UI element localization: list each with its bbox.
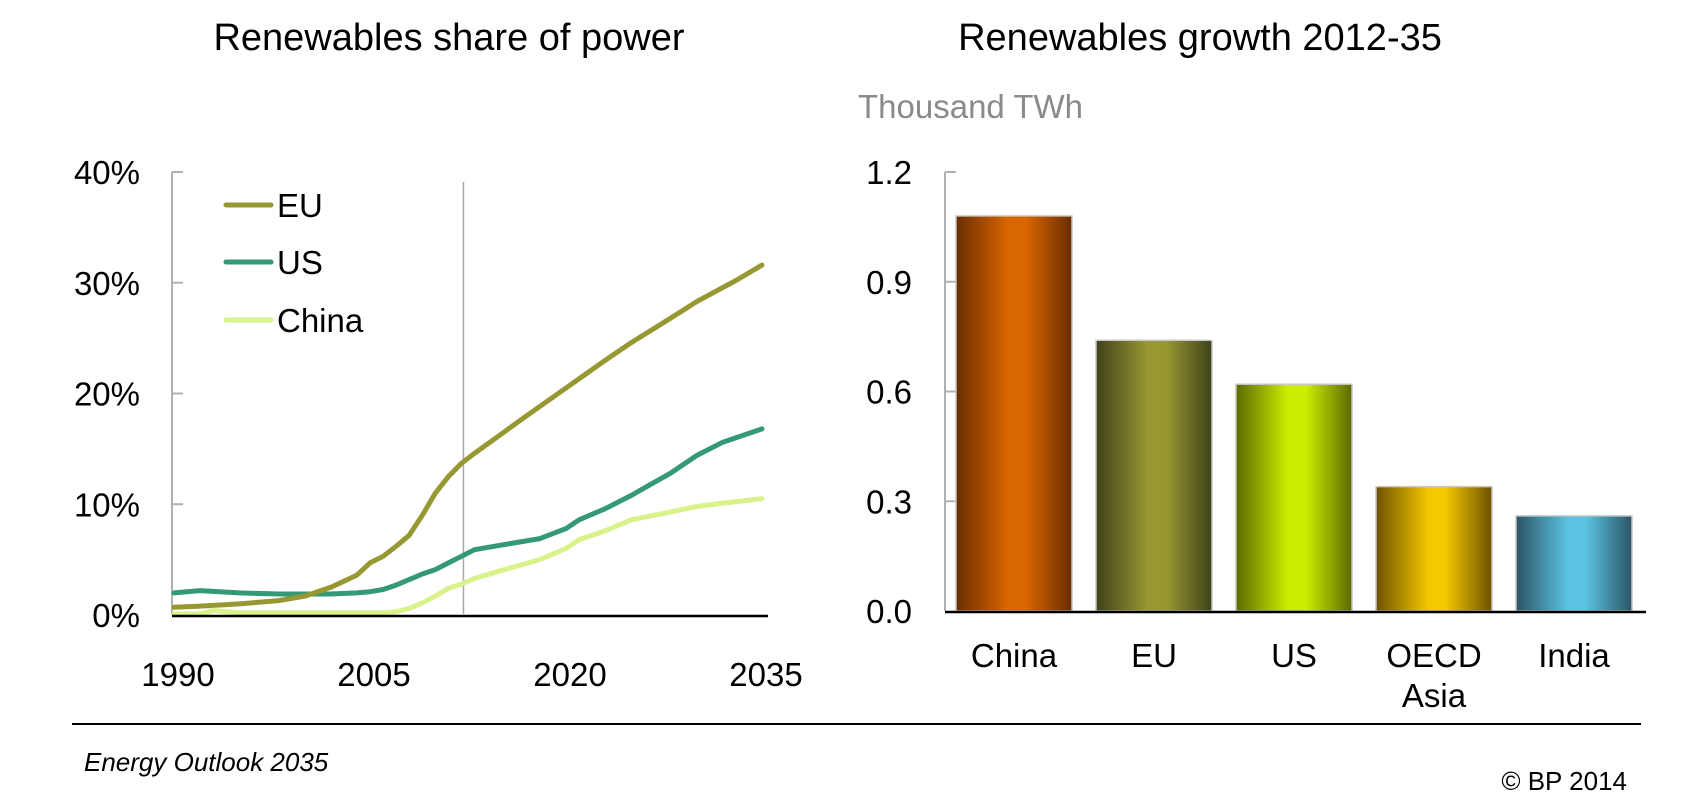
y-tick-label: 20% bbox=[74, 376, 140, 413]
line-series-group bbox=[171, 262, 768, 618]
line-chart-title: Renewables share of power bbox=[213, 17, 684, 59]
x-category-label: OECD bbox=[1386, 637, 1481, 674]
bar-chart: Renewables growth 2012-35 Thousand TWh 0… bbox=[858, 17, 1646, 714]
x-category-label: EU bbox=[1131, 637, 1177, 674]
bar-eu bbox=[1095, 339, 1213, 612]
bar-chart-title: Renewables growth 2012-35 bbox=[958, 17, 1442, 59]
bar-china bbox=[955, 215, 1073, 612]
x-category-label: India bbox=[1538, 637, 1610, 674]
y-tick-label: 40% bbox=[74, 154, 140, 191]
y-tick-label: 0.6 bbox=[866, 374, 912, 411]
line-chart-x-axis: 1990 2005 2020 2035 bbox=[141, 656, 802, 693]
y-tick-label: 0.9 bbox=[866, 264, 912, 301]
line-chart: Renewables share of power 0% 10% 20% 30% 40%… bbox=[74, 17, 803, 693]
legend-item-eu: EU bbox=[223, 187, 323, 224]
x-tick-label: 2020 bbox=[533, 656, 606, 693]
x-tick-label: 2005 bbox=[337, 656, 410, 693]
footer-source: Energy Outlook 2035 bbox=[84, 747, 329, 777]
legend-label: China bbox=[277, 302, 364, 339]
bar-us bbox=[1235, 383, 1353, 612]
bar-chart-unit-label: Thousand TWh bbox=[858, 88, 1083, 125]
legend-item-china: China bbox=[223, 302, 364, 339]
y-tick-label: 0.3 bbox=[866, 483, 912, 520]
bar-chart-y-axis: 0.0 0.3 0.6 0.9 1.2 bbox=[866, 154, 956, 630]
y-tick-label: 30% bbox=[74, 265, 140, 302]
y-tick-label: 0.0 bbox=[866, 593, 912, 630]
x-category-label: Asia bbox=[1402, 677, 1467, 714]
y-tick-label: 10% bbox=[74, 486, 140, 523]
x-category-label: China bbox=[971, 637, 1058, 674]
footer-copyright: © BP 2014 bbox=[1501, 766, 1627, 796]
x-category-label: US bbox=[1271, 637, 1317, 674]
line-chart-y-axis: 0% 10% 20% 30% 40% bbox=[74, 154, 183, 634]
x-tick-label: 2035 bbox=[729, 656, 802, 693]
line-chart-legend: EU US China bbox=[223, 187, 364, 339]
x-tick-label: 1990 bbox=[141, 656, 214, 693]
legend-label: EU bbox=[277, 187, 323, 224]
bar-oecd-asia bbox=[1375, 485, 1493, 612]
legend-item-us: US bbox=[223, 244, 323, 281]
y-tick-label: 1.2 bbox=[866, 154, 912, 191]
bar-india bbox=[1515, 515, 1633, 612]
legend-label: US bbox=[277, 244, 323, 281]
series-line-eu bbox=[171, 262, 765, 610]
series-line-china bbox=[171, 496, 765, 617]
bar-series bbox=[955, 215, 1633, 612]
y-tick-label: 0% bbox=[92, 597, 140, 634]
